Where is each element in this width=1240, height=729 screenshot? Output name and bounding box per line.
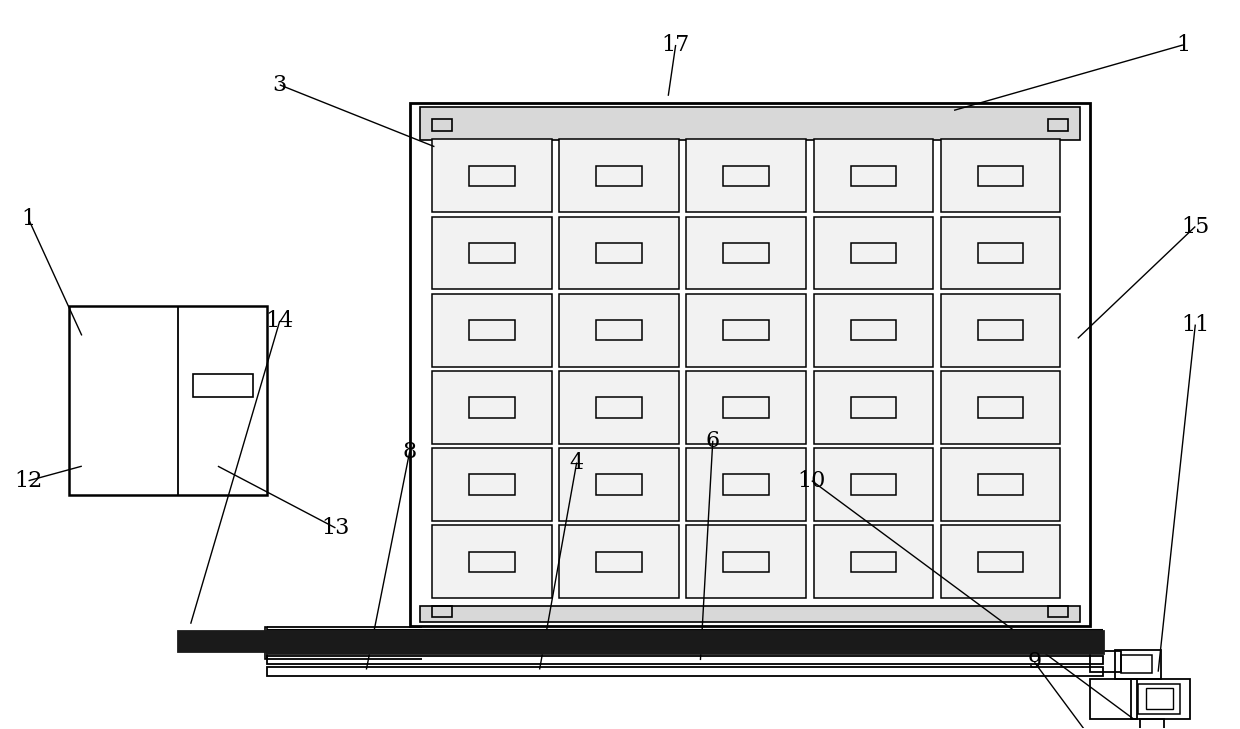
Bar [559, 448, 678, 521]
Text: 17: 17 [662, 34, 689, 56]
Bar [978, 165, 1023, 186]
Bar [559, 371, 678, 444]
Bar [723, 552, 769, 572]
Bar [432, 119, 451, 130]
Bar [686, 448, 806, 521]
Bar [723, 243, 769, 263]
Text: 12: 12 [15, 469, 42, 491]
Text: 10: 10 [797, 469, 826, 491]
Bar [686, 217, 806, 289]
Text: 6: 6 [706, 430, 720, 452]
Bar [432, 448, 552, 521]
Bar [596, 320, 642, 340]
Text: 4: 4 [569, 451, 584, 474]
Bar [432, 217, 552, 289]
Bar [596, 475, 642, 495]
Bar [978, 475, 1023, 495]
Bar [723, 165, 769, 186]
Bar [268, 667, 1102, 676]
Bar [1146, 687, 1173, 709]
Bar [686, 371, 806, 444]
Bar [941, 217, 1060, 289]
Bar [469, 552, 515, 572]
Bar [851, 320, 897, 340]
Bar [941, 448, 1060, 521]
Text: 8: 8 [403, 440, 417, 463]
Bar [978, 552, 1023, 572]
Bar [978, 397, 1023, 418]
Bar [1138, 684, 1180, 714]
Bar [596, 552, 642, 572]
Bar [813, 217, 934, 289]
Bar [432, 526, 552, 599]
Bar [723, 320, 769, 340]
Bar [686, 526, 806, 599]
Bar [69, 306, 268, 495]
Bar [851, 552, 897, 572]
Bar [268, 631, 1102, 652]
Bar [469, 243, 515, 263]
Bar [559, 139, 678, 212]
Bar [723, 475, 769, 495]
Bar [978, 320, 1023, 340]
Bar [596, 243, 642, 263]
Bar [686, 139, 806, 212]
Text: 11: 11 [1182, 313, 1209, 335]
Bar [851, 475, 897, 495]
Bar [686, 294, 806, 367]
Bar [596, 397, 642, 418]
Bar [469, 475, 515, 495]
Bar [409, 103, 1090, 626]
Bar [1048, 606, 1068, 617]
Bar [1131, 679, 1190, 719]
Bar [419, 606, 1080, 622]
Bar [1048, 119, 1068, 130]
Bar [469, 165, 515, 186]
Bar [813, 294, 934, 367]
Bar [978, 243, 1023, 263]
Text: 15: 15 [1182, 216, 1209, 238]
Bar [851, 397, 897, 418]
Text: 9: 9 [1028, 651, 1042, 674]
Bar [419, 107, 1080, 140]
Bar [193, 375, 253, 397]
Bar [469, 397, 515, 418]
Bar [941, 294, 1060, 367]
Text: 14: 14 [265, 310, 294, 332]
Text: 1: 1 [1176, 34, 1190, 56]
Bar [813, 371, 934, 444]
Bar [813, 139, 934, 212]
Bar [1121, 655, 1152, 673]
Bar [813, 526, 934, 599]
Bar [1115, 650, 1162, 679]
Bar [851, 243, 897, 263]
Bar [813, 448, 934, 521]
Bar [1140, 719, 1164, 729]
Bar [941, 526, 1060, 599]
Bar [265, 627, 268, 658]
Bar [723, 397, 769, 418]
Text: 13: 13 [321, 517, 350, 539]
Bar [1090, 651, 1121, 671]
Text: 3: 3 [273, 74, 286, 96]
Bar [432, 294, 552, 367]
Bar [596, 165, 642, 186]
Bar [268, 655, 1102, 664]
Bar [941, 371, 1060, 444]
Bar [941, 139, 1060, 212]
Bar [559, 526, 678, 599]
Bar [432, 139, 552, 212]
Bar [432, 606, 451, 617]
Bar [851, 165, 897, 186]
Text: 1: 1 [21, 208, 36, 230]
Bar [432, 371, 552, 444]
Bar [559, 294, 678, 367]
Bar [559, 217, 678, 289]
Bar [1090, 679, 1137, 719]
Bar [179, 631, 422, 651]
Bar [469, 320, 515, 340]
